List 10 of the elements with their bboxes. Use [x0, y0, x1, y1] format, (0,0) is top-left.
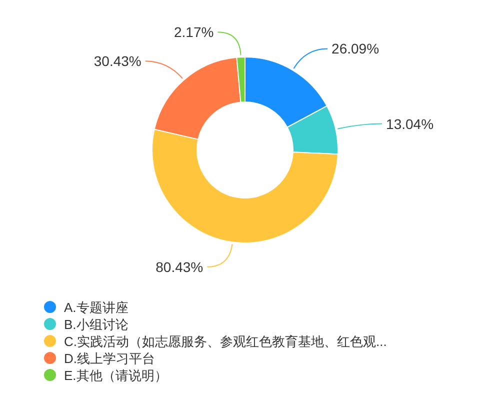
legend-label: B.小组讨论	[64, 317, 128, 332]
data-label: 80.43%	[156, 258, 204, 275]
data-label: 13.04%	[386, 116, 434, 132]
legend-label: A.专题讲座	[64, 300, 128, 315]
legend-label: D.线上学习平台	[64, 351, 155, 366]
legend-label: C.实践活动（如志愿服务、参观红色教育基地、红色观...	[64, 334, 387, 349]
legend-label: E.其他（请说明）	[64, 368, 168, 383]
data-label: 26.09%	[332, 40, 380, 57]
data-label: 30.43%	[94, 53, 142, 70]
data-label: 2.17%	[174, 24, 214, 40]
